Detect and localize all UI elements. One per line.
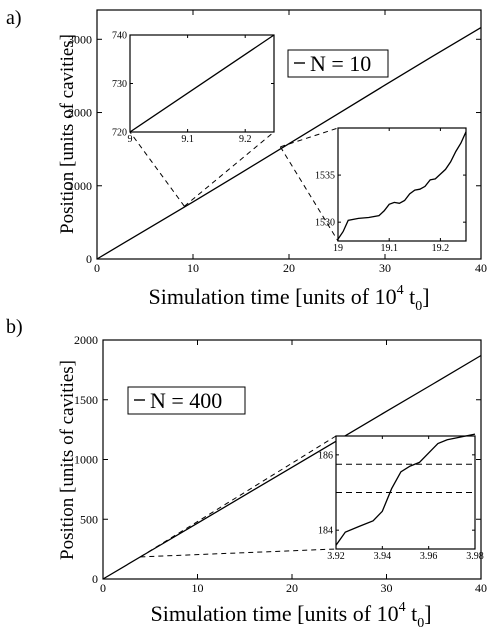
x-tick-label: 30 xyxy=(379,261,391,275)
y-tick-label: 740 xyxy=(112,31,127,42)
legend-b-label: N = 400 xyxy=(150,388,222,413)
x-tick-label: 9 xyxy=(128,134,133,145)
plot-b-ylabel: Position [units of cavities] xyxy=(57,360,78,560)
x-tick-label: 19.1 xyxy=(380,243,398,254)
plot-b-xlabel-main: Simulation time [units of 10 xyxy=(150,601,398,626)
y-tick-label: 186 xyxy=(318,450,333,461)
plot-a-xlabel-t: t xyxy=(404,284,416,309)
y-tick-label: 1535 xyxy=(315,171,335,182)
x-tick-label: 10 xyxy=(192,581,204,595)
x-tick-label: 19 xyxy=(333,243,343,254)
legend-b: N = 400 xyxy=(127,386,246,415)
plot-a-zoom-lines xyxy=(129,127,339,242)
inset-a-left: 9 9.1 9.2 720 730 740 xyxy=(112,31,275,145)
y-tick-label: 1500 xyxy=(74,393,98,407)
plot-b-xlabel-sub: 0 xyxy=(417,616,424,631)
y-tick-label: 500 xyxy=(80,512,98,526)
y-tick-label: 730 xyxy=(112,79,127,90)
plot-b-xlabel-t: t xyxy=(406,601,418,626)
y-tick-label: 3000 xyxy=(68,32,92,46)
plot-b-xlabel-exp: 4 xyxy=(399,600,406,615)
x-tick-label: 19.2 xyxy=(432,243,450,254)
zoom-connector xyxy=(140,435,337,558)
inset-a-right-frame xyxy=(337,127,467,242)
plot-b-ticks: 0 10 20 30 40 0 500 1000 1500 2000 xyxy=(74,333,487,595)
plot-b-zoom-lines xyxy=(140,435,337,558)
x-tick-label: 3.96 xyxy=(420,551,438,562)
y-tick-label: 184 xyxy=(318,526,333,537)
y-tick-label: 0 xyxy=(86,252,92,266)
panel-b-label: b) xyxy=(6,316,23,338)
zoom-connector xyxy=(129,131,185,207)
series-line-0 xyxy=(102,354,482,580)
x-tick-label: 30 xyxy=(381,581,393,595)
zoom-connector xyxy=(279,146,339,242)
plot-a-xlabel-sub: 0 xyxy=(415,299,422,314)
zoom-connector xyxy=(184,131,275,207)
series-line-0 xyxy=(129,34,275,133)
y-tick-label: 0 xyxy=(92,572,98,586)
inset-a-right: 19 19.1 19.2 1530 1535 xyxy=(315,128,467,254)
x-tick-label: 3.92 xyxy=(327,551,345,562)
plot-a-xlabel-exp: 4 xyxy=(397,283,404,298)
series-line-0 xyxy=(337,131,467,240)
x-tick-label: 40 xyxy=(475,261,487,275)
x-tick-label: 9.1 xyxy=(181,134,194,145)
plot-a-xlabel: Simulation time [units of 104 t0] xyxy=(148,283,429,314)
x-tick-label: 20 xyxy=(286,581,298,595)
series-line-0 xyxy=(335,433,476,546)
y-tick-label: 1530 xyxy=(315,218,335,229)
x-tick-label: 40 xyxy=(475,581,487,595)
x-tick-label: 0 xyxy=(100,581,106,595)
y-tick-label: 2000 xyxy=(74,333,98,347)
plot-a-xlabel-main: Simulation time [units of 10 xyxy=(148,284,396,309)
plot-b-xlabel: Simulation time [units of 104 t0] xyxy=(150,600,431,631)
zoom-connector xyxy=(280,127,339,148)
plot-a-ylabel: Position [units of cavities] xyxy=(57,34,78,234)
legend-b-box xyxy=(127,386,246,415)
x-tick-label: 3.98 xyxy=(466,551,484,562)
legend-a-label: N = 10 xyxy=(310,51,371,76)
plot-b-xlabel-end: ] xyxy=(424,601,431,626)
x-tick-label: 3.94 xyxy=(374,551,392,562)
plot-a-xlabel-end: ] xyxy=(422,284,429,309)
zoom-connector xyxy=(140,548,337,558)
plot-b-series xyxy=(102,354,482,580)
y-tick-label: 2000 xyxy=(68,106,92,120)
x-tick-label: 10 xyxy=(187,261,199,275)
plot-a-ticks: 0 10 20 30 40 0 1000 2000 3000 xyxy=(68,10,487,275)
x-tick-label: 20 xyxy=(283,261,295,275)
x-tick-label: 0 xyxy=(94,261,100,275)
panel-a-label: a) xyxy=(6,7,22,29)
y-tick-label: 1000 xyxy=(74,453,98,467)
x-tick-label: 9.2 xyxy=(239,134,252,145)
y-tick-label: 720 xyxy=(112,128,127,139)
y-tick-label: 1000 xyxy=(68,179,92,193)
legend-a: N = 10 xyxy=(287,49,389,78)
inset-b: 3.92 3.94 3.96 3.98 184 186 xyxy=(318,433,484,562)
